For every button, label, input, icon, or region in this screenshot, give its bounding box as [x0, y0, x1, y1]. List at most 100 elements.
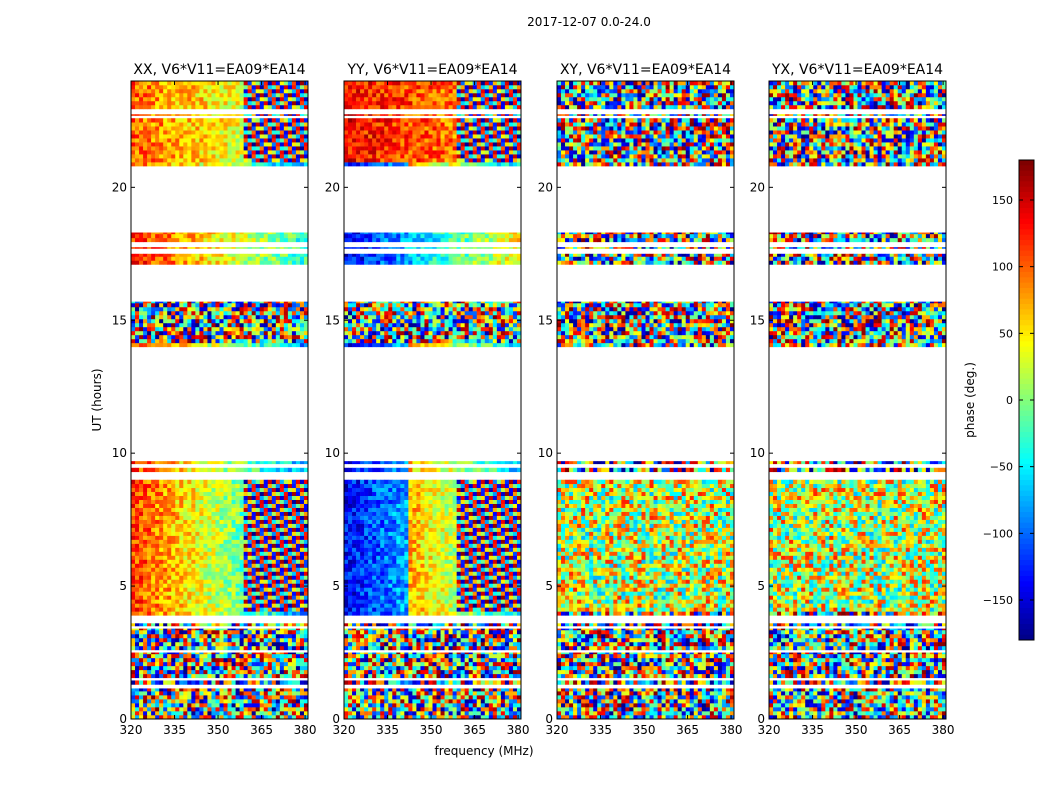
heatmap-cell — [135, 503, 140, 508]
heatmap-cell — [203, 657, 208, 663]
heatmap-cell — [295, 306, 301, 312]
heatmap-cell — [267, 310, 273, 316]
heatmap-cell — [303, 661, 309, 667]
heatmap-cell — [251, 495, 256, 500]
heatmap-cell — [131, 334, 136, 340]
heatmap-cell — [412, 665, 417, 671]
heatmap-cell — [259, 579, 265, 584]
heatmap-cell — [175, 611, 180, 616]
heatmap-cell — [167, 563, 172, 568]
heatmap-cell — [476, 661, 482, 667]
heatmap-cell — [243, 104, 248, 110]
heatmap-cell — [267, 527, 273, 532]
heatmap-cell — [275, 551, 281, 556]
heatmap-cell — [139, 611, 144, 616]
heatmap-cell — [275, 118, 281, 123]
heatmap-cell — [295, 641, 301, 647]
heatmap-cell — [227, 118, 232, 123]
heatmap-cell — [143, 491, 148, 496]
heatmap-cell — [175, 579, 180, 584]
heatmap-cell — [171, 645, 176, 651]
heatmap-cell — [368, 707, 373, 712]
heatmap-cell — [251, 260, 256, 265]
heatmap-cell — [223, 342, 228, 348]
heatmap-cell — [372, 680, 377, 685]
heatmap-cell — [143, 629, 148, 635]
heatmap-cell — [139, 633, 144, 639]
heatmap-cell — [147, 154, 152, 159]
heatmap-cell — [223, 479, 228, 485]
heatmap-cell — [468, 695, 474, 700]
heatmap-cell — [163, 652, 168, 655]
heatmap-cell — [183, 334, 188, 340]
heatmap-cell — [275, 495, 281, 500]
heatmap-cell — [243, 587, 248, 592]
heatmap-cell — [195, 247, 200, 249]
heatmap-cell — [303, 511, 309, 516]
heatmap-cell — [267, 150, 273, 155]
heatmap-cell — [291, 81, 297, 86]
heatmap-cell — [295, 519, 301, 524]
heatmap-cell — [436, 680, 441, 685]
heatmap-cell — [271, 306, 277, 312]
heatmap-cell — [163, 461, 168, 465]
heatmap-cell — [287, 661, 293, 667]
heatmap-cell — [452, 669, 457, 675]
heatmap-cell — [179, 575, 184, 580]
heatmap-cell — [223, 680, 228, 685]
heatmap-cell — [203, 680, 208, 685]
heatmap-cell — [295, 84, 301, 90]
heatmap-cell — [259, 599, 265, 604]
heatmap-cell — [231, 699, 236, 704]
heatmap-cell — [195, 641, 200, 647]
heatmap-cell — [291, 322, 297, 328]
heatmap-cell — [263, 104, 269, 110]
heatmap-cell — [239, 461, 244, 465]
heatmap-cell — [151, 467, 156, 473]
heatmap-cell — [223, 88, 228, 94]
heatmap-cell — [183, 599, 188, 604]
heatmap-cell — [199, 665, 204, 671]
heatmap-cell — [143, 535, 148, 540]
heatmap-cell — [179, 479, 184, 485]
heatmap-cell — [147, 342, 152, 348]
heatmap-cell — [504, 688, 510, 692]
heatmap-cell — [211, 680, 216, 685]
heatmap-cell — [231, 543, 236, 548]
heatmap-cell — [207, 310, 212, 316]
heatmap-cell — [255, 491, 261, 496]
heatmap-cell — [231, 551, 236, 556]
heatmap-cell — [267, 641, 273, 647]
heatmap-cell — [203, 96, 208, 102]
heatmap-cell — [187, 559, 192, 564]
heatmap-cell — [299, 122, 305, 127]
heatmap-cell — [163, 551, 168, 556]
heatmap-cell — [291, 479, 297, 485]
heatmap-cell — [199, 126, 204, 131]
heatmap-cell — [259, 707, 265, 712]
heatmap-cell — [243, 607, 248, 612]
heatmap-cell — [139, 96, 144, 102]
heatmap-cell — [159, 130, 164, 135]
heatmap-cell — [263, 665, 269, 671]
heatmap-cell — [163, 641, 168, 647]
heatmap-cell — [151, 665, 156, 671]
heatmap-cell — [480, 703, 486, 708]
heatmap-cell — [131, 114, 136, 116]
heatmap-cell — [135, 260, 140, 265]
heatmap-cell — [215, 567, 220, 572]
heatmap-cell — [448, 657, 453, 663]
heatmap-cell — [303, 695, 309, 700]
heatmap-cell — [155, 688, 160, 692]
heatmap-cell — [500, 695, 506, 700]
heatmap-cell — [151, 531, 156, 536]
heatmap-cell — [163, 310, 168, 316]
heatmap-cell — [219, 233, 224, 239]
heatmap-cell — [263, 100, 269, 106]
heatmap-cell — [271, 583, 277, 588]
heatmap-cell — [147, 680, 152, 685]
heatmap-cell — [372, 695, 377, 700]
heatmap-cell — [183, 628, 188, 631]
heatmap-cell — [151, 623, 156, 627]
heatmap-cell — [420, 703, 425, 708]
